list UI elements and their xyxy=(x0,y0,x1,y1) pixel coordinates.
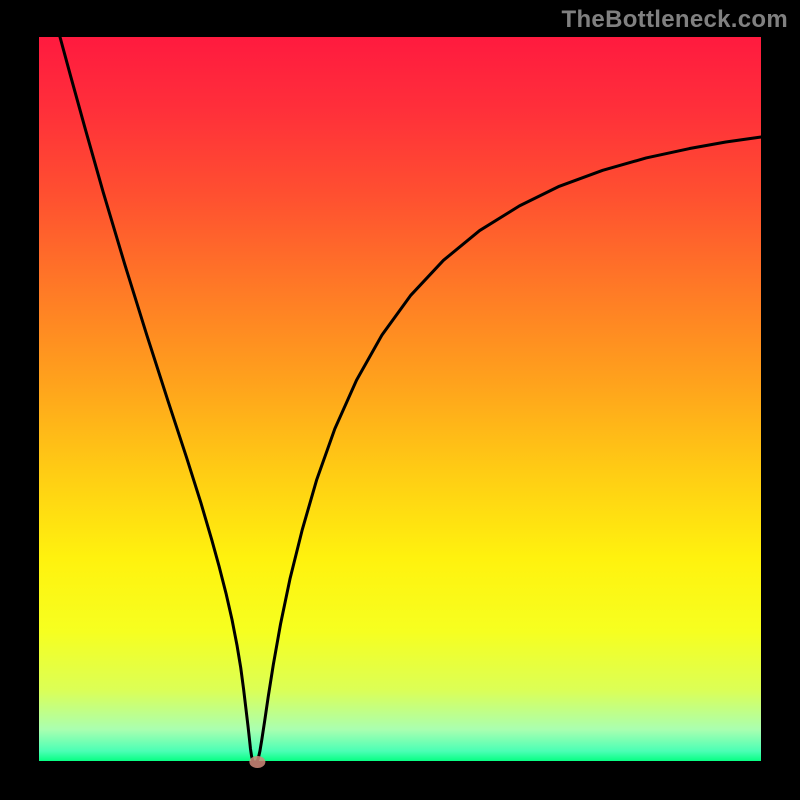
bottleneck-chart xyxy=(0,0,800,800)
plot-background xyxy=(38,36,762,762)
chart-container: { "watermark": "TheBottleneck.com", "cha… xyxy=(0,0,800,800)
watermark-text: TheBottleneck.com xyxy=(562,6,788,34)
optimal-point-marker xyxy=(249,756,265,768)
